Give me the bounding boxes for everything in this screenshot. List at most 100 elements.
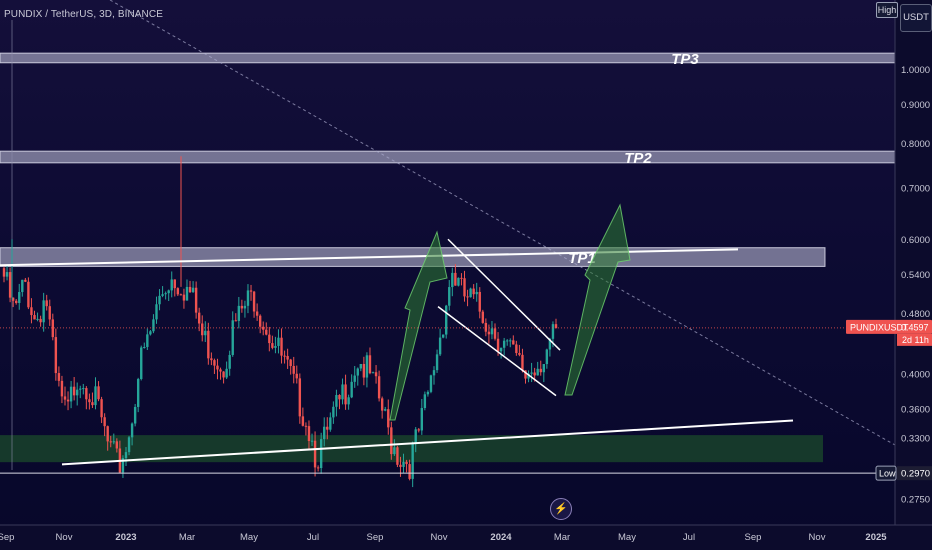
candle xyxy=(204,330,207,336)
candle xyxy=(121,458,125,473)
low-value: 0.2970 xyxy=(901,469,930,480)
candle xyxy=(341,384,344,400)
candle xyxy=(94,386,97,406)
y-tick-label: 0.2750 xyxy=(901,494,930,505)
candle xyxy=(57,373,61,381)
x-tick-label: Sep xyxy=(0,532,14,543)
candle xyxy=(384,409,387,411)
candle xyxy=(371,372,375,374)
candle xyxy=(271,343,274,348)
candle xyxy=(289,359,292,366)
candle xyxy=(463,278,466,297)
candle xyxy=(356,368,359,376)
candle xyxy=(319,439,323,469)
candle xyxy=(554,324,558,329)
candle xyxy=(524,370,527,379)
candle xyxy=(502,340,506,348)
candle xyxy=(347,397,350,405)
target-zone-tp3 xyxy=(0,52,896,64)
candle xyxy=(509,340,512,342)
x-tick-label: Nov xyxy=(56,532,73,543)
y-tick-label: 0.7000 xyxy=(901,184,930,195)
candle xyxy=(298,378,302,417)
candle xyxy=(292,365,295,374)
x-tick-label: Jul xyxy=(683,532,695,543)
y-tick-label: 0.3300 xyxy=(901,434,930,445)
candle xyxy=(402,461,405,467)
candle xyxy=(228,354,231,369)
candle xyxy=(219,369,222,372)
candle xyxy=(82,388,85,390)
candle xyxy=(377,376,381,399)
candle xyxy=(408,464,411,479)
candle xyxy=(380,398,384,411)
candle xyxy=(362,363,366,378)
candle xyxy=(237,305,241,321)
candle xyxy=(210,358,213,361)
y-tick-label: 0.5400 xyxy=(901,270,930,281)
candle xyxy=(140,347,143,380)
candle xyxy=(234,320,237,322)
candle xyxy=(45,300,48,307)
candle xyxy=(438,337,442,355)
candle xyxy=(420,408,424,431)
candle xyxy=(115,441,119,449)
candle xyxy=(188,286,192,293)
candle xyxy=(158,295,161,305)
candle xyxy=(103,417,106,427)
candle xyxy=(469,288,472,298)
low-tag-box xyxy=(875,465,897,481)
candle xyxy=(301,416,305,426)
target-label-tp2: TP2 xyxy=(624,150,652,167)
candle xyxy=(201,323,204,336)
target-label-tp1: TP1 xyxy=(568,250,596,267)
price-tag-symbol: PUNDIXUSDT xyxy=(850,322,909,332)
x-tick-label: Jul xyxy=(307,532,319,543)
x-tick-label: Mar xyxy=(179,532,195,543)
candle xyxy=(457,277,460,286)
candle xyxy=(548,338,552,350)
x-tick-label: Nov xyxy=(809,532,826,543)
candle xyxy=(79,388,82,390)
candle xyxy=(399,464,402,467)
candle xyxy=(460,277,463,279)
candle xyxy=(8,272,12,298)
y-axis-panel xyxy=(895,0,932,550)
candle xyxy=(63,396,67,400)
candle xyxy=(551,324,555,339)
currency-button[interactable]: USDT xyxy=(900,4,932,32)
candle xyxy=(109,441,112,443)
candle xyxy=(536,368,539,376)
x-tick-label: Sep xyxy=(367,532,384,543)
wedge-lower-line xyxy=(437,306,557,397)
candle xyxy=(432,370,436,376)
candle xyxy=(393,447,396,455)
candle xyxy=(414,429,417,444)
candle xyxy=(197,312,201,324)
candle xyxy=(48,306,51,320)
lightning-icon[interactable]: ⚡ xyxy=(550,498,572,520)
candle xyxy=(136,379,140,407)
candle xyxy=(152,319,155,332)
candle xyxy=(506,340,509,342)
candle xyxy=(176,288,180,295)
candle xyxy=(368,355,372,374)
candle xyxy=(533,372,536,376)
candle xyxy=(182,294,186,301)
low-tag-text: Low xyxy=(879,469,896,479)
candle xyxy=(33,315,36,320)
candle xyxy=(258,315,262,327)
x-tick-label: Sep xyxy=(745,532,762,543)
candle xyxy=(429,375,433,392)
candle xyxy=(310,440,314,442)
candle xyxy=(329,417,332,430)
candle xyxy=(326,426,329,430)
y-tick-label: 0.4800 xyxy=(901,309,930,320)
candle xyxy=(161,294,164,296)
y-tick-label: 0.4000 xyxy=(901,370,930,381)
candle xyxy=(42,300,45,323)
high-button[interactable]: High xyxy=(876,2,898,18)
candle xyxy=(448,287,451,306)
candle xyxy=(518,353,521,355)
